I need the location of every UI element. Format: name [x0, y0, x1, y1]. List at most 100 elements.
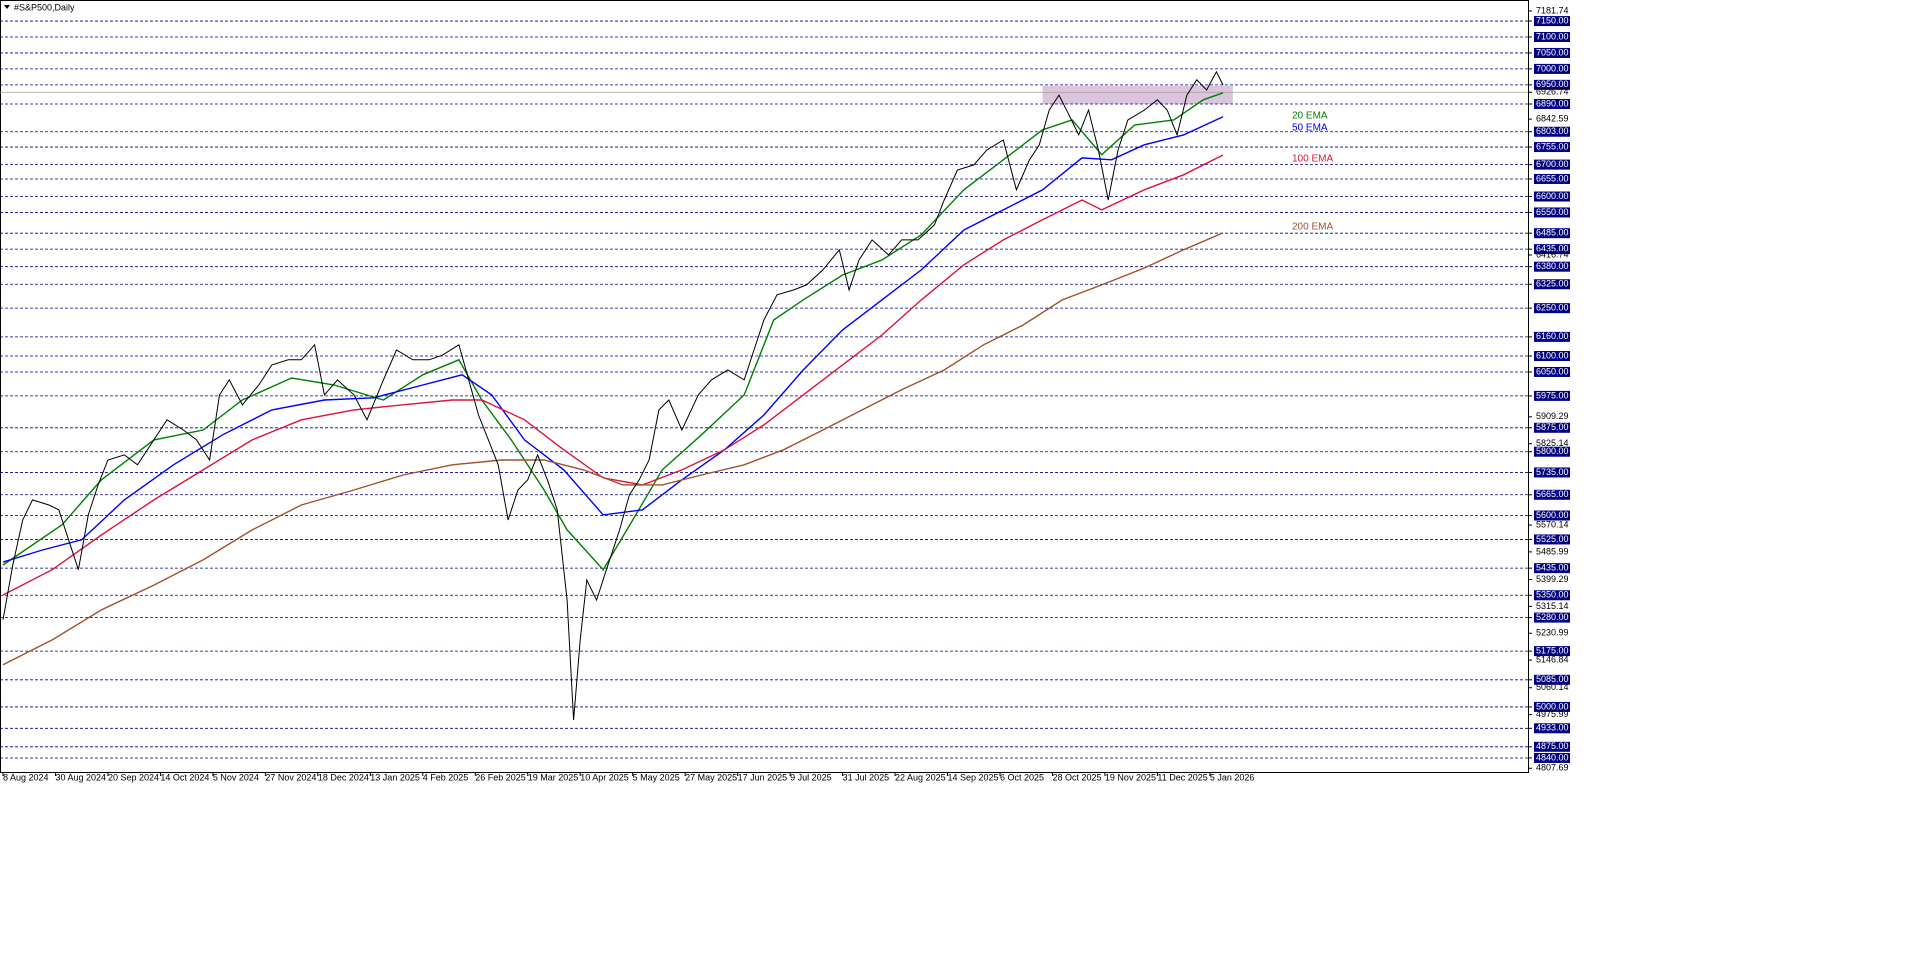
y-tick-label: 6050.00	[1536, 366, 1569, 376]
y-tick-label: 7050.00	[1536, 47, 1569, 57]
y-scale-label: 5146.84	[1536, 654, 1569, 664]
x-tick-label: 14 Sep 2025	[948, 772, 999, 782]
ema-line	[2, 92, 1224, 571]
y-tick-label: 6485.00	[1536, 228, 1569, 238]
y-tick-label: 6380.00	[1536, 261, 1569, 271]
y-tick-label: 6890.00	[1536, 98, 1569, 108]
y-tick-label: 5600.00	[1536, 510, 1569, 520]
x-tick-label: 30 Aug 2024	[55, 772, 106, 782]
legend-label: 50 EMA	[1292, 122, 1328, 133]
y-tick-box	[1534, 261, 1570, 272]
y-tick-label: 5975.00	[1536, 390, 1569, 400]
plot-frame	[0, 0, 1529, 773]
legend-label: 200 EMA	[1292, 222, 1333, 233]
y-tick-box	[1534, 366, 1570, 377]
y-scale-label: 5060.14	[1536, 682, 1569, 692]
x-tick-label: 9 Jul 2025	[790, 772, 832, 782]
y-tick-box	[1534, 563, 1570, 574]
y-tick-label: 5735.00	[1536, 467, 1569, 477]
y-scale-label: 5230.99	[1536, 628, 1569, 638]
y-tick-box	[1534, 32, 1570, 43]
x-tick-label: 5 May 2025	[633, 772, 680, 782]
y-tick-label: 5435.00	[1536, 563, 1569, 573]
y-tick-label: 5350.00	[1536, 590, 1569, 600]
y-tick-label: 6803.00	[1536, 126, 1569, 136]
x-tick-label: 11 Dec 2025	[1157, 772, 1207, 782]
y-tick-label: 5800.00	[1536, 446, 1569, 456]
y-scale-label: 6926.74	[1536, 87, 1569, 97]
legend-label: 100 EMA	[1292, 154, 1333, 165]
y-tick-label: 5665.00	[1536, 489, 1569, 499]
y-tick-box	[1534, 303, 1570, 314]
x-tick-label: 26 Feb 2025	[475, 772, 526, 782]
x-tick-label: 10 Apr 2025	[580, 772, 629, 782]
y-tick-box	[1534, 244, 1570, 255]
y-tick-label: 5085.00	[1536, 674, 1569, 684]
y-scale-label: 5399.29	[1536, 574, 1569, 584]
y-tick-box	[1534, 16, 1570, 27]
chart-title: #S&P500,Daily	[14, 2, 75, 12]
y-tick-box	[1534, 159, 1570, 170]
y-tick-label: 6100.00	[1536, 350, 1569, 360]
y-tick-label: 6550.00	[1536, 207, 1569, 217]
x-tick-label: 5 Jan 2026	[1210, 772, 1255, 782]
x-tick-label: 19 Nov 2025	[1105, 772, 1156, 782]
x-tick-label: 14 Oct 2024	[160, 772, 209, 782]
y-tick-box	[1534, 446, 1570, 457]
ema-line	[2, 232, 1224, 666]
y-tick-box	[1534, 723, 1570, 734]
y-tick-label: 5280.00	[1536, 612, 1569, 622]
y-tick-label: 6160.00	[1536, 331, 1569, 341]
ema-line	[2, 154, 1224, 596]
x-tick-label: 19 Mar 2025	[528, 772, 579, 782]
y-tick-box	[1534, 98, 1570, 109]
collapse-icon[interactable]	[4, 5, 10, 9]
ema-line	[2, 116, 1224, 563]
y-tick-box	[1534, 207, 1570, 218]
x-tick-label: 8 Aug 2024	[3, 772, 49, 782]
y-tick-box	[1534, 351, 1570, 362]
y-tick-label: 6600.00	[1536, 191, 1569, 201]
y-scale-label: 5909.29	[1536, 411, 1569, 421]
y-tick-label: 5525.00	[1536, 534, 1569, 544]
y-tick-label: 5875.00	[1536, 422, 1569, 432]
y-tick-box	[1534, 467, 1570, 478]
x-tick-label: 5 Nov 2024	[213, 772, 259, 782]
y-tick-box	[1534, 612, 1570, 623]
y-scale-label: 5825.14	[1536, 438, 1569, 448]
y-tick-box	[1534, 331, 1570, 342]
x-tick-label: 4 Feb 2025	[423, 772, 469, 782]
y-scale-label: 7181.74	[1536, 5, 1569, 15]
y-tick-box	[1534, 701, 1570, 712]
y-scale-label: 4975.99	[1536, 709, 1569, 719]
y-scale-label: 4807.69	[1536, 763, 1569, 773]
x-tick-label: 31 Jul 2025	[843, 772, 890, 782]
y-scale-label: 5485.99	[1536, 546, 1569, 556]
y-tick-box	[1534, 510, 1570, 521]
y-tick-label: 6755.00	[1536, 141, 1569, 151]
x-tick-label: 18 Dec 2024	[318, 772, 369, 782]
x-tick-label: 17 Jun 2025	[738, 772, 788, 782]
y-tick-label: 5175.00	[1536, 645, 1569, 655]
y-tick-label: 6325.00	[1536, 279, 1569, 289]
y-tick-label: 6435.00	[1536, 244, 1569, 254]
y-tick-box	[1534, 590, 1570, 601]
x-tick-label: 20 Sep 2024	[108, 772, 159, 782]
y-tick-box	[1534, 142, 1570, 153]
legend-label: 20 EMA	[1292, 110, 1328, 121]
y-tick-label: 7000.00	[1536, 63, 1569, 73]
y-tick-label: 6250.00	[1536, 303, 1569, 313]
x-tick-label: 28 Oct 2025	[1052, 772, 1101, 782]
y-scale-label: 6842.59	[1536, 113, 1569, 123]
y-tick-box	[1534, 47, 1570, 58]
y-tick-box	[1534, 534, 1570, 545]
y-tick-label: 7100.00	[1536, 31, 1569, 41]
y-scale-label: 5570.14	[1536, 519, 1569, 529]
y-tick-box	[1534, 741, 1570, 752]
y-tick-box	[1534, 390, 1570, 401]
y-tick-box	[1534, 489, 1570, 500]
y-tick-box	[1534, 279, 1570, 290]
price-zone	[1042, 85, 1233, 104]
